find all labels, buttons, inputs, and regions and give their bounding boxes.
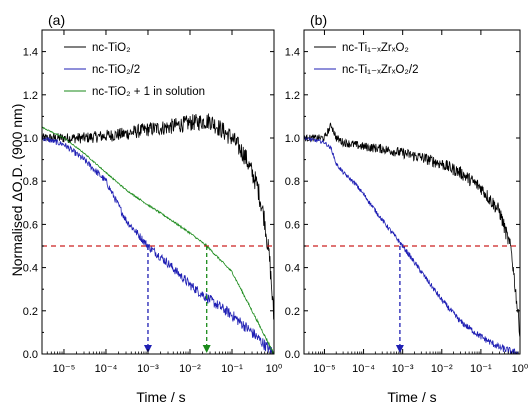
axes-frame-b: [303, 29, 521, 355]
legend-text-a-0: nc-TiO₂: [92, 42, 131, 54]
plot-area-b: 0.0 0.2 0.4 0.6 0.8 1.0 1.2 1.4 10⁻⁵ 10⁻⁴ 10⁻³ 10⁻²…: [285, 29, 528, 375]
x-tick-label-b-3: 10⁻²: [431, 363, 453, 375]
y-tick-label-b-6: 1.2: [285, 90, 300, 102]
plot-area-a: 0.0 0.2 0.4 0.6 0.8 1.0 1.2 1.4 10⁻⁵ 10⁻⁴ 10⁻³ 10⁻²…: [23, 29, 283, 375]
panel-label-b: (b): [310, 12, 327, 28]
y-tick-label-a-1: 0.2: [23, 306, 38, 318]
series-a-1: [42, 136, 274, 354]
y-axis-label: Normalised ΔO.D. (900 nm): [9, 104, 25, 277]
marker-arrow-a-1: [202, 345, 211, 353]
x-axis-label-b: Time / s: [387, 389, 436, 405]
x-tick-label-a-3: 10⁻²: [179, 363, 201, 375]
x-tick-label-b-2: 10⁻³: [392, 363, 414, 375]
axes-frame-a: [41, 29, 275, 355]
marker-arrow-b-0: [395, 345, 404, 353]
y-tick-label-b-5: 1.0: [285, 133, 300, 145]
x-tick-label-a-1: 10⁻⁴: [95, 363, 118, 375]
panel-label-a: (a): [48, 12, 65, 28]
x-tick-label-b-1: 10⁻⁴: [352, 363, 375, 375]
x-tick-label-a-0: 10⁻⁵: [53, 363, 76, 375]
series-a-2: [42, 126, 274, 354]
x-tick-label-b-4: 10⁻¹: [470, 363, 492, 375]
x-axis-label-a: Time / s: [136, 389, 185, 405]
panel-b: (b) 0.0 0.2 0.4 0.6 0.8 1.0 1.2 1.4 10⁻⁵ 10⁻⁴ 10⁻³…: [285, 12, 528, 405]
x-tick-label-b-0: 10⁻⁵: [313, 363, 336, 375]
legend-b: nc-Ti₁₋ₓZrₓO₂ nc-Ti₁₋ₓZrₓO₂/2: [314, 42, 418, 76]
y-tick-label-a-3: 0.6: [23, 219, 38, 231]
y-tick-label-b-1: 0.2: [285, 306, 300, 318]
y-tick-label-a-7: 1.4: [23, 47, 38, 59]
y-tick-label-a-4: 0.8: [23, 176, 38, 188]
y-tick-label-a-5: 1.0: [23, 133, 38, 145]
y-tick-label-a-2: 0.4: [23, 263, 38, 275]
y-tick-label-a-0: 0.0: [23, 349, 38, 361]
series-b-1: [304, 136, 520, 354]
y-tick-label-b-3: 0.6: [285, 219, 300, 231]
panel-a: (a) 0.0 0.2 0.4 0.6 0.8 1.0 1.2 1.4 10⁻⁵ 10⁻⁴ 10⁻³…: [23, 12, 283, 405]
series-a-0: [42, 113, 274, 320]
legend-text-b-1: nc-Ti₁₋ₓZrₓO₂/2: [342, 64, 418, 76]
series-b-0: [304, 122, 520, 337]
legend-text-a-2: nc-TiO₂ + 1 in solution: [92, 86, 205, 98]
y-tick-label-b-4: 0.8: [285, 176, 300, 188]
x-tick-label-a-4: 10⁻¹: [221, 363, 243, 375]
x-tick-label-a-2: 10⁻³: [137, 363, 159, 375]
y-tick-label-b-7: 1.4: [285, 47, 300, 59]
y-tick-label-b-0: 0.0: [285, 349, 300, 361]
legend-a: nc-TiO₂ nc-TiO₂/2 nc-TiO₂ + 1 in solutio…: [64, 42, 205, 98]
x-tick-label-b-5: 10⁰: [512, 363, 528, 375]
x-tick-label-a-5: 10⁰: [266, 363, 283, 375]
y-tick-label-b-2: 0.4: [285, 263, 300, 275]
legend-text-a-1: nc-TiO₂/2: [92, 64, 140, 76]
legend-text-b-0: nc-Ti₁₋ₓZrₓO₂: [342, 42, 409, 54]
y-tick-label-a-6: 1.2: [23, 90, 38, 102]
